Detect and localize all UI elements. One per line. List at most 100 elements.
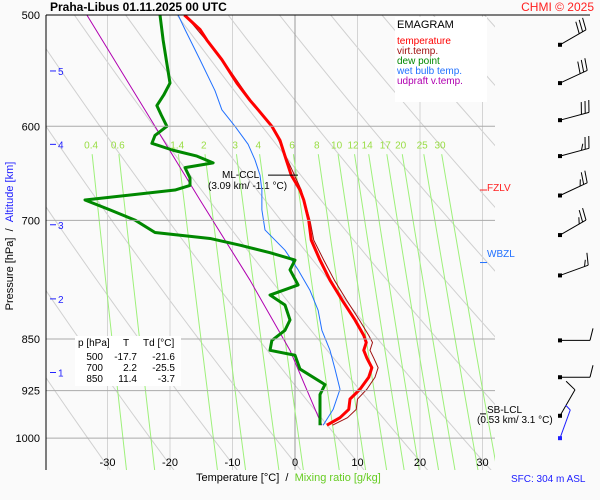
plot-area <box>46 15 495 470</box>
temperature-tick-label: -10 <box>225 457 241 469</box>
y-axis-altitude-label: Altitude [km] <box>4 161 16 223</box>
altitude-tick-label: 4 <box>58 140 64 151</box>
wind-barb-station <box>558 81 562 86</box>
mixing-ratio-label: 8 <box>314 140 320 151</box>
mixing-ratio-label: 0.6 <box>111 140 125 151</box>
wind-barb <box>559 264 589 276</box>
y-axis-pressure-label: Pressure [hPa] <box>4 237 16 311</box>
dry-adiabat <box>176 15 495 406</box>
profile-udpraft-v-temp <box>86 15 323 426</box>
mixing-ratio-line <box>401 154 456 470</box>
x-axis-temperature-label: Temperature [°C] <box>196 472 280 484</box>
dry-adiabat <box>46 206 238 470</box>
x-axis-mixing-ratio-label: Mixing ratio [g/kg] <box>294 472 381 484</box>
copyright: CHMI © 2025 <box>521 0 594 14</box>
dry-adiabat <box>330 15 495 209</box>
profile-temperature <box>183 15 374 427</box>
pressure-tick-label: 600 <box>22 121 40 133</box>
mixing-ratio-line <box>118 154 156 470</box>
dry-adiabat <box>46 125 302 470</box>
wind-barb <box>559 29 587 46</box>
wind-barb <box>559 182 588 196</box>
wind-barb <box>559 111 590 121</box>
legend-title: EMAGRAM <box>397 19 454 31</box>
temperature-tick-label: -20 <box>162 457 178 469</box>
wind-barb-feather <box>584 58 588 71</box>
temperature-tick-label: 30 <box>476 457 488 469</box>
wind-barb-feather <box>582 17 587 30</box>
pressure-tick-label: 850 <box>22 334 40 346</box>
temperature-tick-label: -30 <box>100 457 116 469</box>
wind-barb-feather <box>580 59 585 73</box>
wind-barb <box>559 219 587 236</box>
wind-barb-feather <box>565 380 576 391</box>
legend-wet-bulb: wet bulb temp. <box>397 66 463 77</box>
temperature-tick-label: 0 <box>292 457 298 469</box>
temperature-tick-label: 20 <box>414 457 426 469</box>
legend: EMAGRAM temperature virt.temp. dew point… <box>395 17 487 102</box>
surface-wind-barb-station <box>558 436 562 441</box>
pressure-tick-label: 700 <box>22 215 40 227</box>
table-cell: 2.2 <box>123 363 137 374</box>
mixing-ratio-label: 6 <box>289 140 295 151</box>
sblcl-label: SB-LCL <box>487 405 523 416</box>
mixing-ratio-label: 1.4 <box>170 140 184 151</box>
wind-barb-feather <box>578 19 584 32</box>
mixing-ratio-label: 2 <box>201 140 207 151</box>
wind-barb-feather <box>582 208 587 221</box>
wind-barb-station <box>558 118 562 123</box>
table-cell: 850 <box>86 374 103 385</box>
surface-wind-barb <box>559 409 571 439</box>
mixing-ratio-line <box>337 154 388 470</box>
mixing-ratio-label: 14 <box>362 140 374 151</box>
table-cell: -25.5 <box>152 363 175 374</box>
mixing-ratio-label: 3 <box>232 140 238 151</box>
table-header-t: T <box>123 338 130 349</box>
mixing-ratio-label: 17 <box>380 140 392 151</box>
legend-dew-point: dew point <box>397 56 440 67</box>
mixing-ratio-line <box>177 154 218 470</box>
table-header-p: p [hPa] <box>78 338 110 349</box>
chart-title: Praha-Libus 01.11.2025 00 UTC <box>50 0 227 14</box>
wind-barb-feather <box>577 61 581 74</box>
wind-barb-feather <box>578 209 584 223</box>
wind-barb-feather <box>586 252 589 266</box>
dry-adiabat <box>381 15 495 147</box>
fzlv-label: FZLV <box>487 183 511 194</box>
levels-table: p [hPa] T Td [°C] 500 -17.7 -21.6 700 2.2 -25… <box>75 336 181 386</box>
mixing-ratio-label: 12 <box>347 140 359 151</box>
pressure-tick-label: 925 <box>22 386 40 398</box>
mixing-ratio-line <box>91 154 127 470</box>
dry-adiabat <box>46 289 175 470</box>
dry-adiabat <box>46 376 111 470</box>
pressure-tick-label: 1000 <box>16 433 40 445</box>
wind-barb-feather <box>589 365 594 378</box>
y-axis-separator: / <box>4 228 16 232</box>
dry-adiabat <box>278 15 495 272</box>
profile-wet-bulb-temp <box>177 15 341 426</box>
mixing-ratio-line <box>317 154 367 470</box>
wind-barb <box>559 69 588 84</box>
wind-barb-station <box>558 413 562 418</box>
mixing-ratio-label: 10 <box>331 140 343 151</box>
wind-barb-feather <box>584 259 586 267</box>
wind-barb-station <box>558 233 562 238</box>
wind-barb <box>559 147 590 157</box>
surface-wind-barb-feather <box>565 404 571 411</box>
wind-barb-feather <box>589 328 594 341</box>
mixing-ratio-label: 20 <box>395 140 407 151</box>
wind-barb <box>559 389 576 417</box>
wind-barb-feather <box>575 21 580 34</box>
table-cell: -21.6 <box>152 352 175 363</box>
wind-barb-station <box>558 375 562 380</box>
temperature-tick-label: 10 <box>351 457 363 469</box>
altitude-tick-label: 3 <box>58 221 64 232</box>
altitude-tick-label: 2 <box>58 295 64 306</box>
mixing-ratio-line <box>204 154 247 470</box>
table-cell: 11.4 <box>118 374 137 385</box>
x-axis-separator: / <box>285 472 289 484</box>
mixing-ratio-label: 4 <box>256 140 262 151</box>
x-axis-label: Temperature [°C] / Mixing ratio [g/kg] <box>196 472 381 484</box>
dry-adiabat <box>227 15 495 338</box>
